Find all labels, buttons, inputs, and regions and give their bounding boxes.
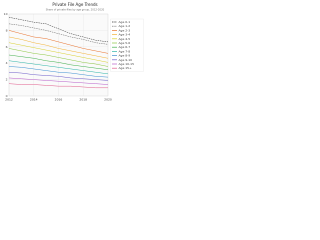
chart-title: Private File Age Trends <box>52 2 97 7</box>
series-line <box>8 77 109 85</box>
series-line <box>8 66 109 78</box>
series-line <box>8 83 108 89</box>
y-tick-label: 8 <box>6 28 8 32</box>
y-tick-label: 4 <box>6 61 8 65</box>
series-line <box>8 36 109 59</box>
legend-label: Age 9-10 <box>119 58 133 62</box>
legend-label: Age 0-1 <box>119 20 131 24</box>
series-line <box>8 23 109 45</box>
legend-label: Age 5-6 <box>119 41 131 45</box>
legend-label: Age 3-4 <box>119 33 131 37</box>
series-line <box>8 71 109 81</box>
x-tick-label: 2018 <box>79 98 87 102</box>
legend-label: Age 1-2 <box>119 24 131 28</box>
x-tick-label: 2014 <box>30 98 38 102</box>
chart-subtitle: Share of private files by age group, 201… <box>46 8 105 12</box>
x-tick-label: 2020 <box>104 98 112 102</box>
y-tick-label: 6 <box>6 45 8 49</box>
series-line <box>8 17 109 43</box>
y-tick-label: 0 <box>6 94 8 98</box>
legend-label: Age 10-15 <box>119 62 135 66</box>
series-line <box>8 42 109 63</box>
x-tick-label: 2016 <box>55 98 63 102</box>
legend-label: Age 15+ <box>119 66 133 70</box>
series-line <box>8 48 109 67</box>
series-line <box>8 60 109 75</box>
y-tick-label: 10 <box>4 12 8 16</box>
series-line <box>8 30 109 54</box>
legend-label: Age 4-5 <box>119 37 131 41</box>
legend-label: Age 7-8 <box>119 49 131 53</box>
legend-label: Age 6-7 <box>119 45 131 49</box>
chart: Private File Age Trends Share of private… <box>0 0 150 108</box>
x-tick-label: 2012 <box>5 98 13 102</box>
legend-label: Age 8-9 <box>119 54 131 58</box>
legend-box <box>110 18 144 72</box>
legend-label: Age 2-3 <box>119 28 131 32</box>
series-line <box>8 54 109 71</box>
y-tick-label: 2 <box>6 78 8 82</box>
